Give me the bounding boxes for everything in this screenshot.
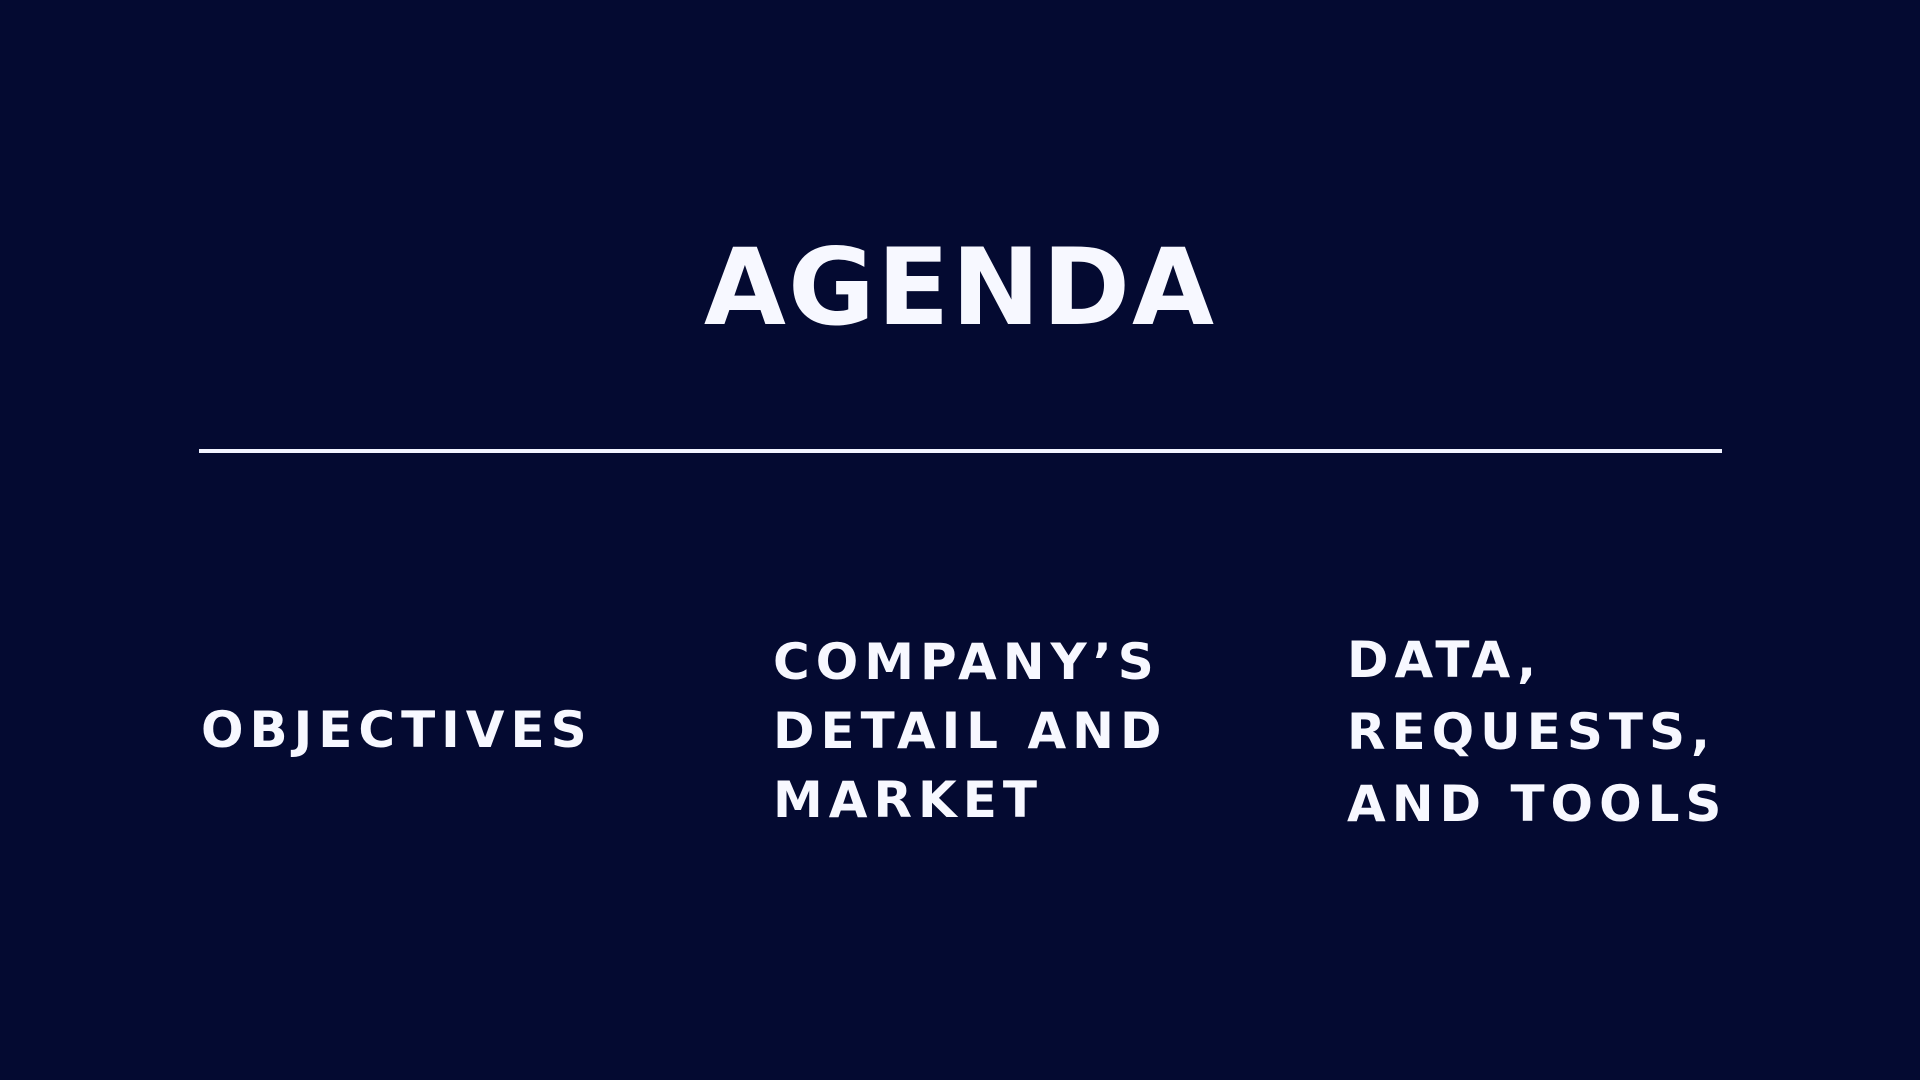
agenda-item-objectives: OBJECTIVES — [201, 701, 593, 759]
title-divider — [199, 449, 1722, 453]
agenda-item-company-detail-market: COMPANY’S DETAIL AND MARKET — [773, 633, 1168, 829]
agenda-item-data-requests-tools: DATA, REQUESTS, AND TOOLS — [1347, 631, 1728, 833]
slide-title: AGENDA — [703, 226, 1217, 349]
